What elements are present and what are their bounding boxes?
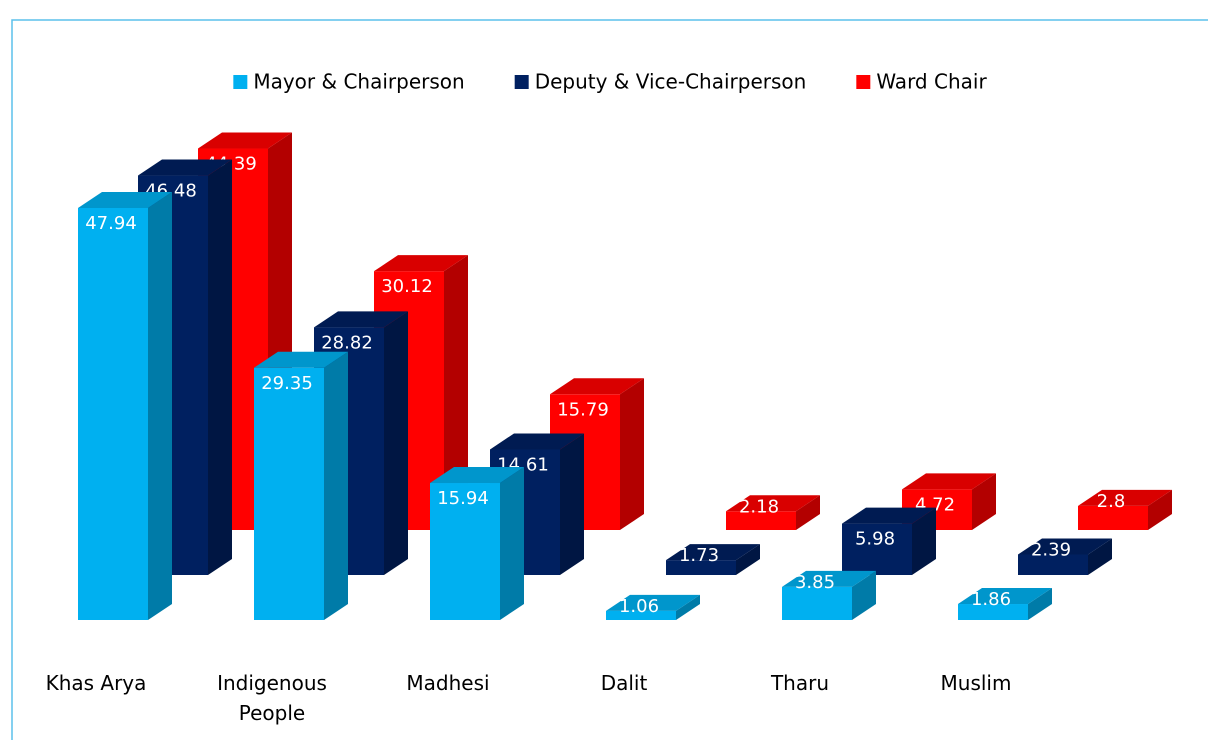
- bar-top: [842, 507, 936, 524]
- bar-top: [1078, 489, 1172, 506]
- bar-front: [782, 586, 852, 620]
- bar-top: [550, 378, 644, 395]
- category-label: Khas Arya: [45, 671, 147, 695]
- data-label: 29.35: [261, 373, 313, 394]
- bar-top: [78, 192, 172, 208]
- data-label: 3.85: [795, 572, 835, 593]
- bar-3d: [726, 495, 820, 530]
- bar-top: [606, 594, 700, 611]
- bar-top: [198, 132, 292, 149]
- bar-top: [666, 544, 760, 561]
- bar-top: [782, 570, 876, 587]
- data-label: 30.12: [381, 276, 433, 297]
- legend-swatch: [233, 75, 248, 89]
- data-label: 15.94: [437, 488, 489, 509]
- bar-top: [254, 351, 348, 368]
- data-label: 1.06: [619, 596, 659, 617]
- bar-3d: [666, 544, 760, 575]
- category-label: Indigenous People: [217, 671, 327, 725]
- legend-label: Mayor & Chairperson: [253, 70, 464, 94]
- bar-side: [500, 467, 524, 620]
- bar-side: [208, 159, 232, 575]
- bar-side: [620, 378, 644, 530]
- category-label: Madhesi: [406, 671, 490, 695]
- bar-side: [972, 473, 996, 530]
- bar-front: [254, 367, 324, 620]
- bar-side: [736, 544, 760, 575]
- bar-front: [430, 483, 500, 620]
- bar-front: [842, 523, 912, 575]
- bar-top: [902, 473, 996, 490]
- bar-3d: [1078, 489, 1172, 530]
- bar-side: [796, 495, 820, 530]
- bar-side: [444, 255, 468, 531]
- legend-label: Ward Chair: [876, 70, 987, 94]
- category-label: Tharu: [770, 671, 830, 695]
- frame-border: [11, 19, 1208, 740]
- bar-side: [324, 351, 348, 620]
- category-label: Muslim: [940, 671, 1012, 695]
- bar-top: [726, 495, 820, 512]
- data-label: 28.82: [321, 332, 373, 353]
- data-label: 2.8: [1097, 491, 1126, 512]
- bar-side: [852, 570, 876, 620]
- bar-3d: [958, 588, 1052, 620]
- bar-side: [676, 594, 700, 620]
- bar-top: [958, 588, 1052, 605]
- bar-3d: [842, 507, 936, 575]
- bar-side: [1088, 538, 1112, 575]
- bar-front: [1018, 554, 1088, 575]
- data-label: 2.39: [1031, 539, 1071, 560]
- bar-3d: [78, 192, 172, 620]
- data-label: 47.94: [85, 213, 137, 234]
- bar-top: [314, 311, 408, 328]
- bar-front: [958, 604, 1028, 620]
- bar-side: [560, 433, 584, 575]
- bar-3d: [430, 467, 524, 620]
- legend-swatch: [514, 75, 529, 89]
- data-label: 15.79: [557, 399, 609, 420]
- bar-top: [374, 255, 468, 272]
- data-label: 5.98: [855, 529, 895, 550]
- bar-top: [138, 159, 232, 176]
- bar-3d: [606, 594, 700, 620]
- bar-side: [384, 311, 408, 575]
- bar-front: [726, 511, 796, 530]
- data-label: 1.73: [679, 545, 719, 566]
- bar-front: [606, 610, 676, 620]
- bar-front: [666, 560, 736, 575]
- bar-front: [78, 208, 148, 620]
- legend-swatch: [856, 75, 871, 89]
- bar-side: [912, 507, 936, 575]
- legend-label: Deputy & Vice-Chairperson: [535, 70, 807, 94]
- bar-top: [430, 467, 524, 484]
- bar-front: [1078, 505, 1148, 530]
- bar-side: [148, 192, 172, 620]
- bar-3d: [782, 570, 876, 620]
- bar-top: [1018, 538, 1112, 555]
- bar-side: [1148, 489, 1172, 530]
- legend: Mayor & Chairperson Deputy & Vice-Chairpe…: [233, 70, 987, 94]
- data-label: 1.86: [971, 589, 1011, 610]
- bar-side: [1028, 588, 1052, 620]
- bar-3d: [1018, 538, 1112, 575]
- bar-3d: [254, 351, 348, 620]
- data-label: 2.18: [739, 496, 779, 517]
- bar-top: [490, 433, 584, 450]
- category-label: Dalit: [600, 671, 648, 695]
